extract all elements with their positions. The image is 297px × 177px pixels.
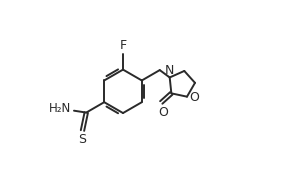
Text: O: O (158, 106, 168, 119)
Text: O: O (189, 91, 199, 104)
Text: S: S (78, 133, 86, 146)
Text: H₂N: H₂N (49, 102, 71, 115)
Text: N: N (165, 64, 174, 76)
Text: F: F (119, 39, 127, 52)
